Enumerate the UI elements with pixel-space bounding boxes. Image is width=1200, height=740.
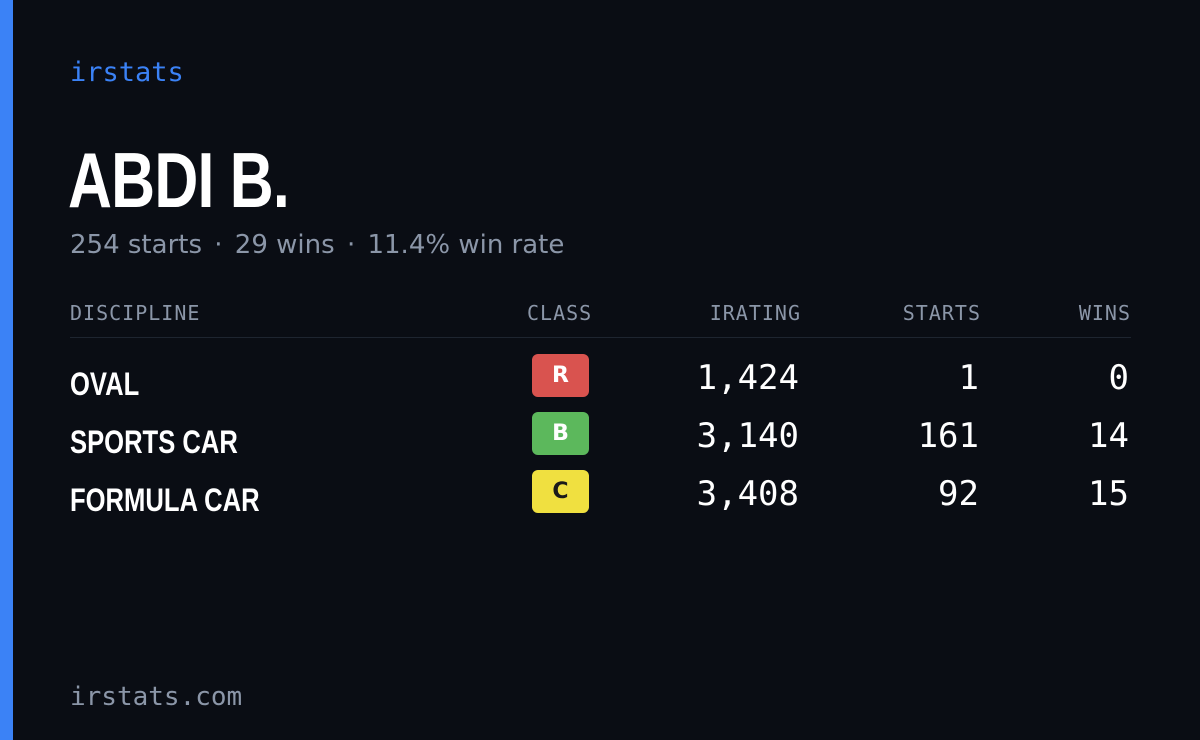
row-irating: 3,140 <box>696 416 799 456</box>
brand-logo: irstats <box>70 57 184 88</box>
header-wins: WINS <box>1078 301 1131 325</box>
row-discipline: OVAL <box>70 366 140 402</box>
row-discipline: FORMULA CAR <box>70 482 260 518</box>
license-class-badge: B <box>532 412 589 455</box>
row-irating: 1,424 <box>696 358 799 398</box>
row-irating: 3,408 <box>696 474 799 514</box>
table-row: OVAL R 1,424 1 0 <box>70 350 1131 408</box>
header-class: CLASS <box>527 301 593 325</box>
player-summary: 254 starts · 29 wins · 11.4% win rate <box>70 228 564 262</box>
table-row: SPORTS CAR B 3,140 161 14 <box>70 408 1131 466</box>
stats-table-header: DISCIPLINE CLASS IRATING STARTS WINS <box>70 298 1131 338</box>
row-wins: 14 <box>1088 416 1129 456</box>
row-starts: 1 <box>958 358 979 398</box>
header-irating: IRATING <box>709 301 801 325</box>
license-class-badge: R <box>532 354 589 397</box>
summary-separator: · <box>214 230 223 260</box>
row-discipline: SPORTS CAR <box>70 424 238 460</box>
table-row: FORMULA CAR C 3,408 92 15 <box>70 466 1131 524</box>
row-starts: 92 <box>938 474 979 514</box>
header-starts: STARTS <box>902 301 981 325</box>
summary-win-rate: 11.4% win rate <box>367 230 565 260</box>
footer-url[interactable]: irstats.com <box>70 682 243 712</box>
summary-starts: 254 starts <box>70 230 202 260</box>
row-wins: 15 <box>1088 474 1129 514</box>
row-wins: 0 <box>1108 358 1129 398</box>
header-discipline: DISCIPLINE <box>70 301 201 325</box>
accent-bar <box>0 0 13 740</box>
summary-separator: · <box>346 230 356 260</box>
summary-wins: 29 wins <box>234 230 335 260</box>
player-name: ABDI B. <box>68 136 290 224</box>
license-class-badge: C <box>532 470 589 513</box>
row-starts: 161 <box>917 416 979 456</box>
